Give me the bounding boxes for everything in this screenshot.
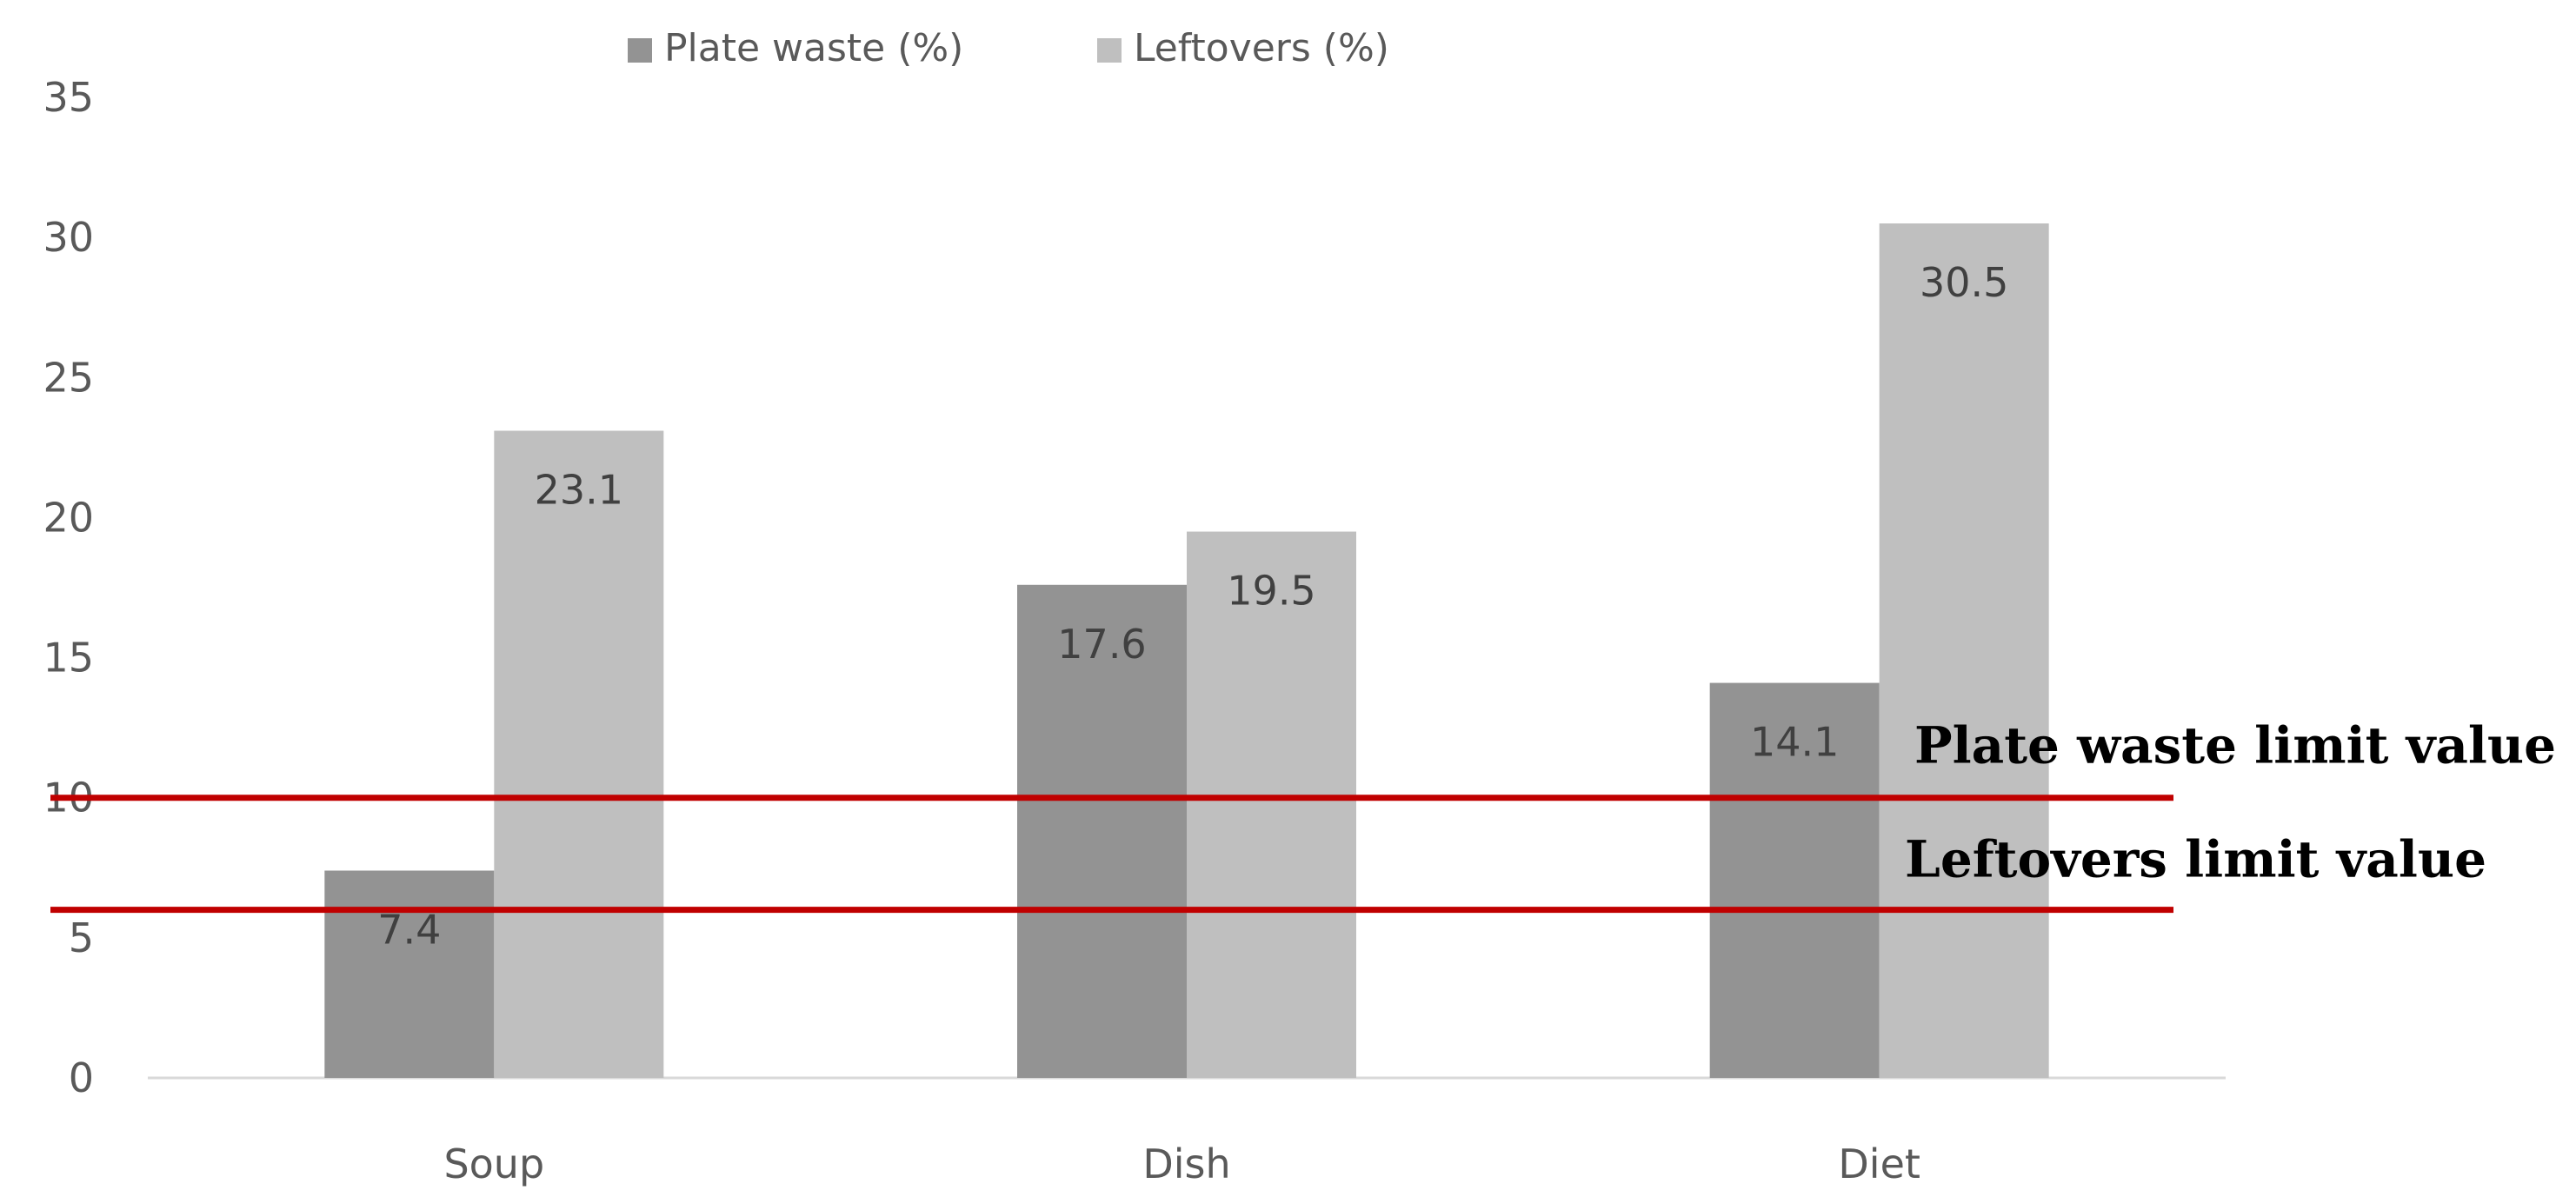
y-tick-label: 15: [43, 635, 94, 682]
bar-leftovers-soup: [494, 430, 664, 1078]
reference-line-label: Plate waste limit value: [1914, 716, 2556, 775]
y-tick-label: 5: [69, 914, 94, 961]
legend-swatch: [628, 38, 652, 63]
legend-label: Plate waste (%): [664, 26, 963, 70]
bar-leftovers-dish: [1187, 531, 1356, 1078]
bar-plate-waste-dish: [1017, 584, 1187, 1078]
x-tick-label: Diet: [1838, 1140, 1920, 1187]
data-label: 17.6: [1057, 621, 1146, 668]
data-label: 23.1: [535, 467, 623, 514]
data-label: 14.1: [1750, 719, 1839, 766]
bar-plate-waste-soup: [324, 870, 495, 1078]
y-tick-label: 30: [43, 214, 94, 261]
y-tick-label: 25: [43, 354, 94, 401]
data-label: 19.5: [1227, 568, 1315, 615]
legend-label: Leftovers (%): [1134, 26, 1389, 70]
y-tick-label: 35: [43, 74, 94, 121]
x-tick-label: Soup: [443, 1140, 544, 1187]
reference-line-label: Leftovers limit value: [1905, 830, 2486, 889]
data-label: 30.5: [1920, 259, 2008, 306]
y-tick-label: 20: [43, 494, 94, 541]
data-label: 7.4: [377, 907, 441, 954]
x-tick-label: Dish: [1142, 1140, 1230, 1187]
y-tick-label: 0: [69, 1054, 94, 1101]
legend-swatch: [1097, 38, 1122, 63]
bar-plate-waste-diet: [1709, 682, 1880, 1078]
bar-leftovers-diet: [1879, 223, 2049, 1078]
